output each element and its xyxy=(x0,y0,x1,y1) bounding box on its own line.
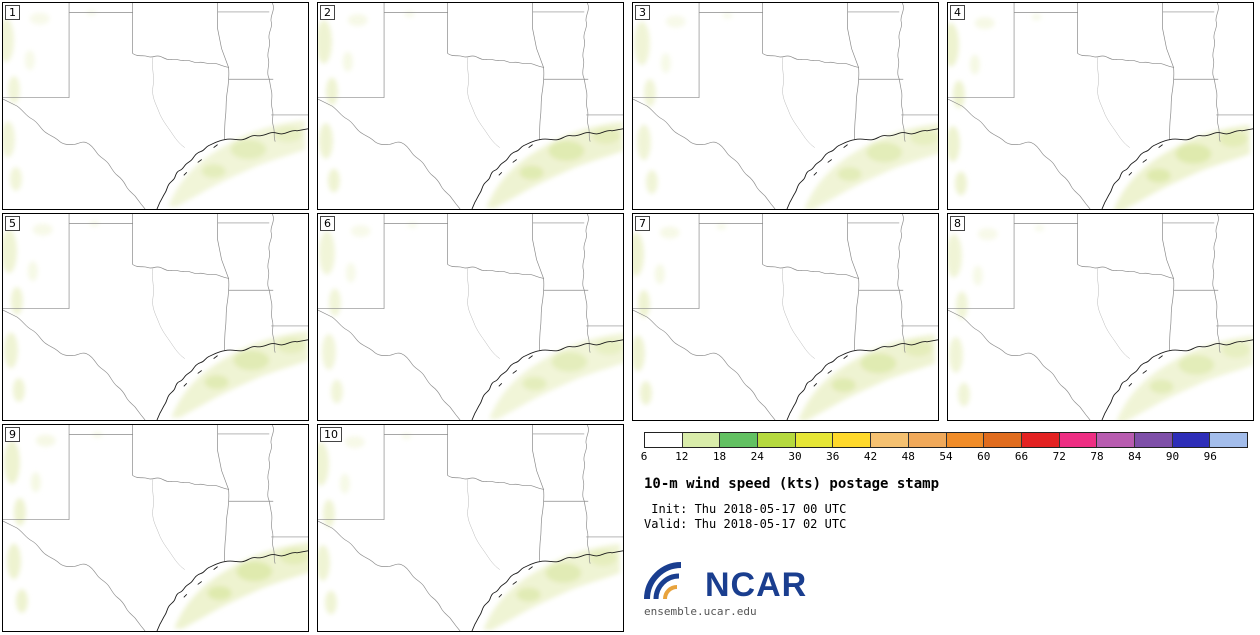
wind-speed-map xyxy=(318,3,623,209)
valid-time-line: Valid: Thu 2018-05-17 02 UTC xyxy=(644,517,847,531)
colorbar-segment xyxy=(1020,433,1059,447)
colorbar-tick-label: 60 xyxy=(977,450,991,463)
wind-speed-map xyxy=(3,3,308,209)
panel-number-badge: 7 xyxy=(635,216,650,231)
ensemble-member-panel-5[interactable]: 5 xyxy=(2,213,309,421)
colorbar-segment xyxy=(681,433,720,447)
colorbar-tick-label: 12 xyxy=(675,450,689,463)
ensemble-member-panel-9[interactable]: 9 xyxy=(2,424,309,632)
colorbar-segment xyxy=(945,433,984,447)
wind-speed-map xyxy=(948,3,1253,209)
ensemble-member-panel-2[interactable]: 2 xyxy=(317,2,624,210)
colorbar-segment xyxy=(832,433,871,447)
colorbar-tick-label: 78 xyxy=(1090,450,1104,463)
panel-number-badge: 3 xyxy=(635,5,650,20)
panel-number-badge: 2 xyxy=(320,5,335,20)
colorbar-segment xyxy=(1133,433,1172,447)
wind-speed-map xyxy=(948,214,1253,420)
colorbar-segment xyxy=(1209,433,1247,447)
colorbar-ticks: 6 12 18 24 30 36 42 48 54 60 66 72 78 84 90 96 xyxy=(640,448,1248,464)
ncar-arc-logo-icon xyxy=(644,562,682,600)
colorbar-tick-label: 96 xyxy=(1203,450,1217,463)
colorbar-tick-label: 72 xyxy=(1052,450,1066,463)
colorbar-segment xyxy=(907,433,946,447)
colorbar-segment xyxy=(870,433,908,447)
colorbar-segment xyxy=(1171,433,1210,447)
colorbar-segment xyxy=(645,433,682,447)
colorbar-tick-label: 90 xyxy=(1165,450,1180,463)
colorbar-tick-label: 24 xyxy=(750,450,764,463)
panel-number-badge: 1 xyxy=(5,5,20,20)
ncar-logo: NCAR xyxy=(644,560,1254,605)
colorbar-tick-label: 48 xyxy=(901,450,915,463)
panel-number-badge: 6 xyxy=(320,216,335,231)
wind-speed-map xyxy=(633,3,938,209)
wind-speed-map xyxy=(318,425,623,631)
wind-speed-map xyxy=(633,214,938,420)
panel-number-badge: 10 xyxy=(320,427,342,442)
wind-speed-map xyxy=(3,425,308,631)
colorbar-segment xyxy=(719,433,758,447)
panel-number-badge: 8 xyxy=(950,216,965,231)
init-time-line: Init: Thu 2018-05-17 00 UTC xyxy=(644,502,847,516)
colorbar-segment xyxy=(757,433,795,447)
colorbar-tick-label: 84 xyxy=(1128,450,1142,463)
panel-number-badge: 5 xyxy=(5,216,20,231)
ensemble-member-panel-10[interactable]: 10 xyxy=(317,424,624,632)
colorbar-tick-label: 30 xyxy=(788,450,802,463)
wind-speed-map xyxy=(318,214,623,420)
colorbar-tick-label: 42 xyxy=(863,450,878,463)
site-url: ensemble.ucar.edu xyxy=(644,605,757,618)
colorbar-segment xyxy=(983,433,1021,447)
legend-and-caption-area: 6 12 18 24 30 36 42 48 54 60 66 72 78 84 90 96 10-m win… xyxy=(632,424,1254,632)
ncar-wordmark: NCAR xyxy=(705,566,808,605)
colorbar-segment xyxy=(1096,433,1134,447)
ensemble-member-panel-6[interactable]: 6 xyxy=(317,213,624,421)
ensemble-member-panel-8[interactable]: 8 xyxy=(947,213,1254,421)
colorbar-tick-label: 18 xyxy=(712,450,727,463)
colorbar-segment xyxy=(794,433,833,447)
colorbar-tick-label: 54 xyxy=(939,450,953,463)
panel-number-badge: 4 xyxy=(950,5,965,20)
colorbar-tick-label: 36 xyxy=(826,450,840,463)
ensemble-member-panel-1[interactable]: 1 xyxy=(2,2,309,210)
ensemble-member-panel-3[interactable]: 3 xyxy=(632,2,939,210)
colorbar-tick-label: 6 xyxy=(640,450,648,463)
colorbar-tick-label: 66 xyxy=(1014,450,1029,463)
colorbar-segment xyxy=(1058,433,1097,447)
ensemble-member-panel-7[interactable]: 7 xyxy=(632,213,939,421)
colorbar xyxy=(644,432,1248,448)
panel-number-badge: 9 xyxy=(5,427,20,442)
product-title: 10-m wind speed (kts) postage stamp xyxy=(644,476,940,492)
wind-speed-map xyxy=(3,214,308,420)
ensemble-member-panel-4[interactable]: 4 xyxy=(947,2,1254,210)
